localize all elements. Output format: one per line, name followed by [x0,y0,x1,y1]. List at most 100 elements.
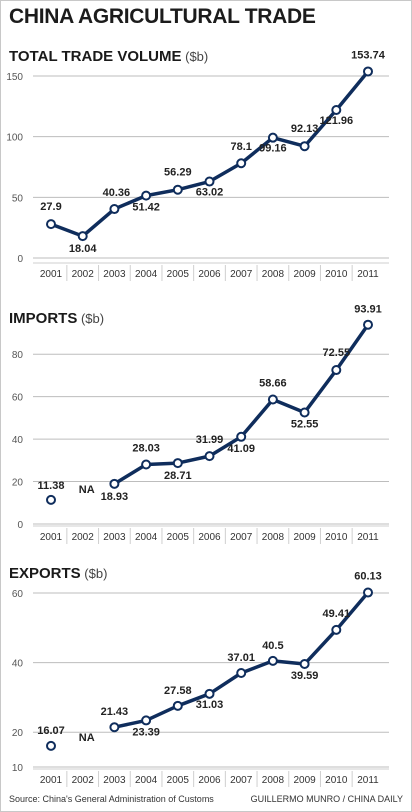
data-point [363,319,373,330]
y-tick-label: 20 [12,478,24,489]
na-label: NA [79,484,95,496]
x-tick-label: 2008 [262,775,285,786]
data-label: 27.58 [164,685,192,697]
x-tick-label: 2004 [135,269,158,280]
chart-unit: ($b) [182,49,209,64]
data-label: 31.99 [196,434,224,446]
data-point [204,176,215,187]
data-label: 51.42 [132,202,160,214]
data-label: 78.1 [230,141,251,153]
data-point [172,458,183,469]
x-tick-label: 2006 [198,269,221,280]
data-point [299,659,310,670]
data-point [109,478,120,489]
na-label: NA [79,732,95,744]
data-point [331,365,342,376]
x-tick-label: 2011 [357,532,379,543]
x-tick-label: 2006 [198,532,221,543]
data-label: 40.5 [262,640,283,652]
y-tick-label: 40 [12,435,24,446]
data-point [204,688,215,699]
data-point [267,394,278,405]
data-label: 72.55 [323,347,351,359]
chart-title-text: IMPORTS [9,310,77,327]
x-tick-label: 2007 [230,775,253,786]
x-tick-label: 2001 [40,269,63,280]
x-tick-label: 2010 [325,775,348,786]
data-point [204,451,215,462]
x-tick-label: 2001 [40,775,63,786]
data-point [46,740,56,751]
data-label: 11.38 [38,480,65,492]
data-label: 41.09 [227,443,255,455]
data-label: 63.02 [196,187,224,199]
data-label: 18.04 [69,243,97,255]
x-tick-label: 2003 [103,775,126,786]
y-tick-label: 0 [17,520,23,531]
data-point [363,66,373,77]
data-point [46,219,56,230]
x-tick-label: 2002 [72,775,95,786]
data-label: 99.16 [259,143,287,155]
x-tick-label: 2007 [230,532,253,543]
chart-title-total: TOTAL TRADE VOLUME ($b) [9,48,208,65]
data-label: 23.39 [132,726,160,738]
data-point [299,141,310,152]
x-tick-label: 2011 [357,269,379,280]
chart-unit: ($b) [77,311,104,326]
y-tick-label: 0 [17,254,23,265]
data-point [77,231,88,242]
data-label: 52.55 [291,418,319,430]
data-point [331,105,342,116]
y-tick-label: 80 [12,350,24,361]
data-label: 121.96 [319,115,353,127]
data-point [267,655,278,666]
data-point [172,700,183,711]
data-label: 58.66 [259,378,287,390]
data-point [299,407,310,418]
x-tick-label: 2002 [72,532,95,543]
x-tick-label: 2003 [103,269,126,280]
x-tick-label: 2007 [230,269,253,280]
x-tick-label: 2004 [135,775,158,786]
x-tick-label: 2002 [72,269,95,280]
data-label: 40.36 [103,187,131,199]
data-label: 18.93 [101,491,129,503]
data-point [236,431,247,442]
data-point [363,587,373,598]
x-tick-label: 2005 [167,269,190,280]
x-tick-label: 2005 [167,775,190,786]
x-tick-label: 2009 [293,532,316,543]
x-tick-label: 2005 [167,532,190,543]
data-point [236,158,247,169]
chart-title-text: EXPORTS [9,565,81,582]
data-label: 92.13 [291,123,319,135]
data-point [141,190,152,201]
x-tick-label: 2009 [293,775,316,786]
data-label: 60.13 [354,571,382,583]
data-point [141,459,152,470]
main-title: CHINA AGRICULTURAL TRADE [9,5,316,28]
x-tick-label: 2003 [103,532,126,543]
data-point [46,494,56,505]
data-label: 37.01 [227,652,255,664]
series-line-total [49,69,370,238]
y-tick-label: 20 [12,728,24,739]
x-tick-label: 2010 [325,532,348,543]
source-note: Source: China's General Administration o… [9,794,214,804]
data-point [109,204,120,215]
data-label: 27.9 [40,201,61,213]
y-tick-label: 40 [12,659,24,670]
data-point [236,668,247,679]
data-label: 153.74 [351,49,386,61]
data-label: 56.29 [164,167,192,179]
data-point [172,184,183,195]
data-point [141,715,152,726]
y-tick-label: 150 [6,72,23,83]
data-label: 16.07 [37,725,65,737]
data-label: 28.03 [132,443,160,455]
data-label: 39.59 [291,670,319,682]
data-label: 28.71 [164,470,192,482]
chart-title-exports: EXPORTS ($b) [9,565,107,582]
